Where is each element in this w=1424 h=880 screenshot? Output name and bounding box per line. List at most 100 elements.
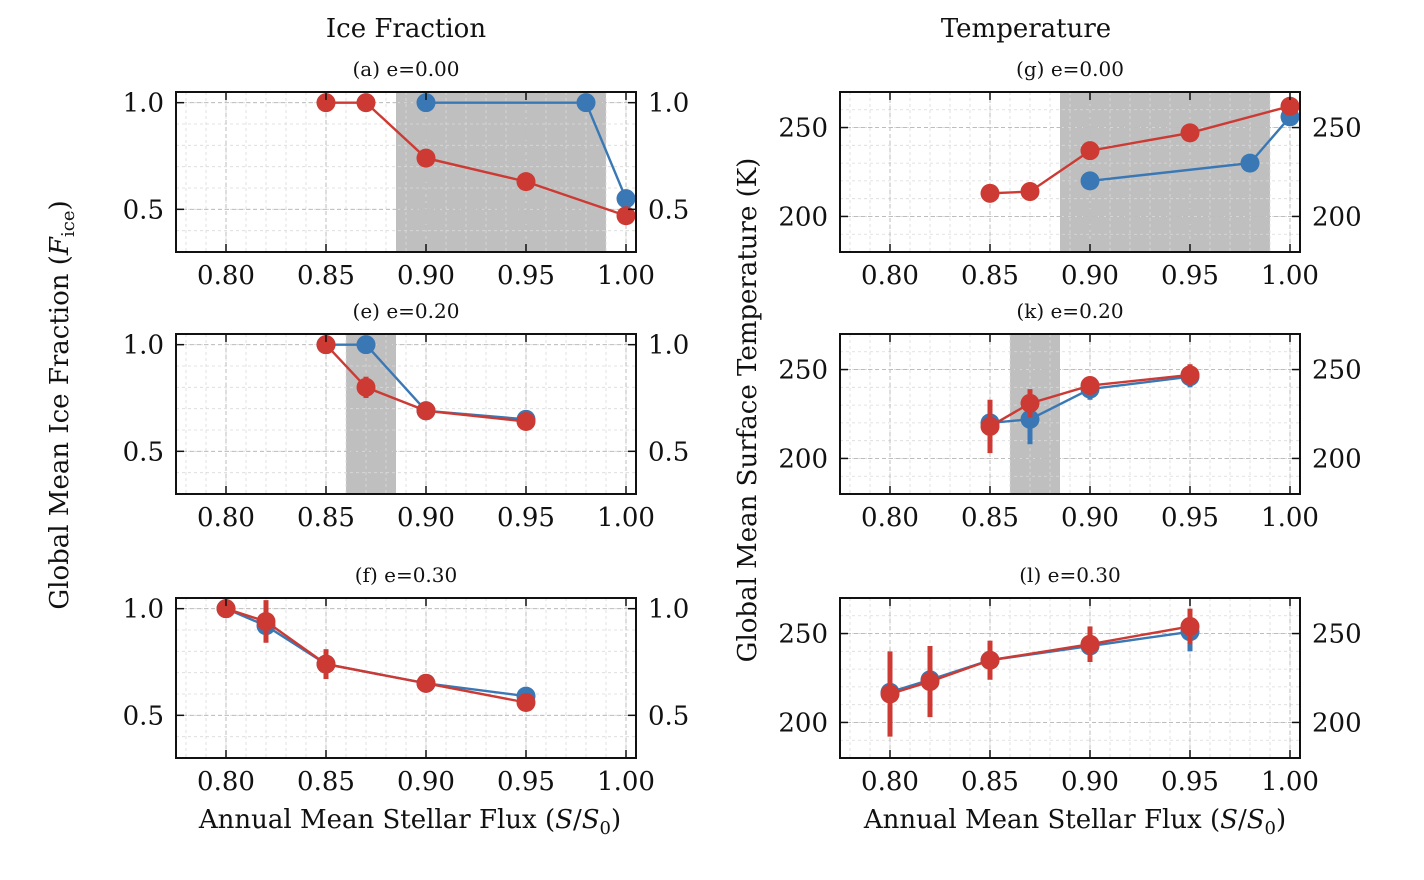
x-tick-label: 1.00 [597, 503, 655, 533]
x-tick-label: 0.95 [1161, 261, 1219, 291]
data-point-red [516, 693, 536, 713]
y-tick-label-left: 0.5 [123, 701, 164, 731]
data-point-red [216, 599, 236, 619]
data-point-red [1080, 141, 1100, 161]
series-line-red [325, 343, 527, 423]
x-tick-label: 0.95 [1161, 503, 1219, 533]
y-tick-label-right: 0.5 [648, 701, 689, 731]
x-tick-label: 1.00 [597, 767, 655, 797]
series-red [216, 599, 536, 713]
data-point-red [616, 206, 636, 226]
data-point-blue [576, 93, 596, 113]
plot-frame [839, 333, 1301, 495]
y-tick-label-right: 1.0 [648, 331, 689, 361]
y-tick-label-right: 0.5 [648, 195, 689, 225]
x-tick-label: 1.00 [1261, 767, 1319, 797]
data-point-red [316, 335, 336, 355]
y-tick-label-left: 0.5 [123, 195, 164, 225]
panel-title: (k) e=0.20 [1016, 299, 1123, 323]
y-tick-label-right: 250 [1312, 114, 1362, 144]
series-red [980, 364, 1200, 454]
x-tick-label: 0.90 [1061, 261, 1119, 291]
data-point-red [256, 611, 276, 631]
y-tick-label-left: 250 [778, 620, 828, 650]
x-tick-label: 1.00 [1261, 503, 1319, 533]
panels: 0.80 0.85 0.90 0.95 1.00 0.5 0.5 1.0 1.0 (a) e=0.… [123, 57, 1362, 797]
x-tick-label: 0.85 [297, 767, 355, 797]
series-line-red [989, 373, 1191, 428]
series-blue [416, 93, 636, 209]
y-tick-label-right: 200 [1312, 202, 1362, 232]
data-point-blue [1080, 171, 1100, 191]
series-red [316, 335, 536, 431]
data-point-red [1180, 616, 1200, 636]
x-tick-label: 0.95 [1161, 767, 1219, 797]
right-y-axis-label: Global Mean Surface Temperature (K) [733, 158, 763, 663]
left-y-axis-label: Global Mean Ice Fraction (Fice) [45, 200, 79, 609]
data-point-red [1080, 376, 1100, 396]
y-tick-label-left: 0.5 [123, 437, 164, 467]
x-tick-label: 1.00 [1261, 261, 1319, 291]
y-tick-label-left: 250 [778, 114, 828, 144]
x-axis-label-left: Annual Mean Stellar Flux (S/S0) [198, 805, 621, 839]
x-tick-label: 0.80 [197, 767, 255, 797]
data-point-red [1180, 123, 1200, 143]
x-tick-label: 0.95 [497, 261, 555, 291]
panel-3: 0.80 0.85 0.90 0.95 1.00 0.5 0.5 1.0 1.0 (f) e=0.… [123, 563, 690, 797]
panel-4: 0.80 0.85 0.90 0.95 1.00 200 200 250 250 (g) e=0.… [778, 57, 1361, 291]
data-point-red [1080, 634, 1100, 654]
column-title-temperature: Temperature [941, 14, 1111, 44]
shaded-region [396, 92, 606, 252]
panel-title: (a) e=0.00 [352, 57, 459, 81]
x-tick-label: 0.80 [861, 261, 919, 291]
data-point-red [980, 416, 1000, 436]
data-point-red [980, 650, 1000, 670]
x-tick-label: 0.85 [961, 767, 1019, 797]
x-tick-label: 0.80 [197, 261, 255, 291]
data-point-red [416, 148, 436, 168]
panel-title: (f) e=0.30 [355, 563, 458, 587]
x-tick-label: 0.85 [297, 261, 355, 291]
data-point-red [920, 672, 940, 692]
x-tick-label: 0.85 [297, 503, 355, 533]
data-point-red [880, 684, 900, 704]
data-point-red [516, 411, 536, 431]
data-point-blue [1240, 153, 1260, 173]
plot-frame [175, 91, 637, 253]
y-tick-label-left: 200 [778, 708, 828, 738]
x-tick-label: 0.80 [861, 767, 919, 797]
y-tick-label-left: 200 [778, 444, 828, 474]
plot-frame [839, 91, 1301, 253]
data-point-blue [416, 93, 436, 113]
data-point-red [416, 401, 436, 421]
x-tick-label: 0.90 [397, 261, 455, 291]
data-point-blue [1020, 409, 1040, 429]
series-red [980, 96, 1300, 203]
data-point-red [356, 377, 376, 397]
y-tick-label-right: 250 [1312, 356, 1362, 386]
panel-5: 0.80 0.85 0.90 0.95 1.00 200 200 250 250 (k) e=0.… [778, 299, 1361, 533]
data-point-red [416, 673, 436, 693]
panel-6: 0.80 0.85 0.90 0.95 1.00 200 200 250 250 (l) e=0.… [778, 563, 1361, 797]
data-point-red [1280, 96, 1300, 116]
y-tick-label-right: 1.0 [648, 89, 689, 119]
panel-title: (g) e=0.00 [1016, 57, 1124, 81]
data-point-red [516, 172, 536, 192]
x-tick-label: 0.80 [197, 503, 255, 533]
data-point-red [1020, 182, 1040, 202]
x-tick-label: 0.95 [497, 767, 555, 797]
plot-frame [175, 597, 637, 759]
shaded-region [346, 334, 396, 494]
x-tick-label: 0.80 [861, 503, 919, 533]
data-point-red [316, 93, 336, 113]
y-tick-label-right: 200 [1312, 708, 1362, 738]
x-tick-label: 0.90 [1061, 503, 1119, 533]
y-tick-label-right: 1.0 [648, 595, 689, 625]
x-tick-label: 0.90 [397, 767, 455, 797]
series-line-blue [989, 375, 1191, 425]
data-point-red [356, 93, 376, 113]
x-tick-label: 0.95 [497, 503, 555, 533]
data-point-red [1180, 365, 1200, 385]
data-point-red [316, 654, 336, 674]
series-red [880, 608, 1200, 737]
